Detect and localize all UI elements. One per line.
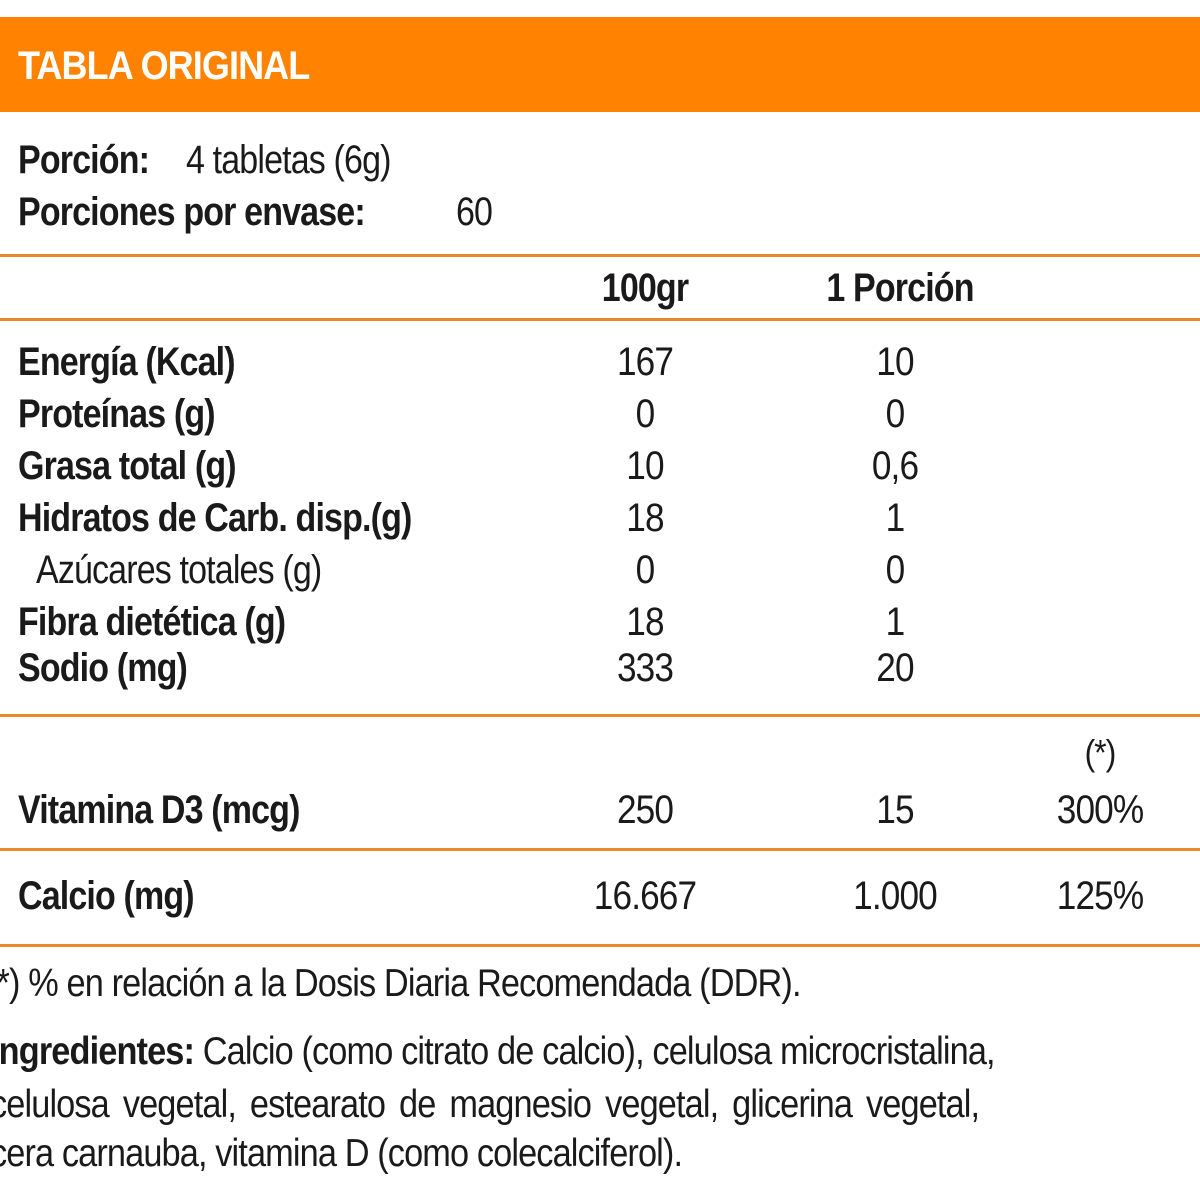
nutrient-value-portion: 1 xyxy=(885,496,906,540)
footnote: (*) % en relación a la Dosis Diaria Reco… xyxy=(0,962,802,1005)
micronutrient-ddr: 300% xyxy=(1056,788,1144,832)
per-container-value: 60 xyxy=(456,190,493,234)
ingredients-line-1: Ingredientes: Calcio (como citrato de ca… xyxy=(0,1030,996,1074)
nutrient-label: Energía (Kcal) xyxy=(18,340,236,384)
nutrient-label-sub: Azúcares totales (g) xyxy=(36,548,322,592)
nutrient-value-portion: 0,6 xyxy=(871,444,919,488)
micronutrient-value-100g: 250 xyxy=(616,788,674,832)
nutrient-value-100g: 333 xyxy=(616,646,674,690)
micronutrient-value-portion: 1.000 xyxy=(853,874,938,918)
portion-value: 4 tabletas (6g) xyxy=(186,138,391,182)
nutrient-value-100g: 10 xyxy=(626,444,664,488)
nutrient-value-100g: 18 xyxy=(626,496,664,540)
divider xyxy=(0,848,1200,851)
nutrient-value-portion: 0 xyxy=(885,392,906,436)
nutrient-label: Fibra dietética (g) xyxy=(18,600,286,644)
micronutrient-label: Calcio (mg) xyxy=(18,874,195,918)
page-title: TABLA ORIGINAL xyxy=(18,44,310,88)
ingredients-text: Calcio (como citrato de calcio), celulos… xyxy=(202,1030,996,1073)
divider xyxy=(0,714,1200,717)
portion-label: Porción: xyxy=(18,138,150,182)
nutrient-value-portion: 20 xyxy=(876,646,914,690)
nutrient-value-100g: 167 xyxy=(616,340,674,384)
ingredients-line-2: celulosa vegetal, estearato de magnesio … xyxy=(0,1083,980,1126)
nutrient-value-100g: 18 xyxy=(626,600,664,644)
micronutrient-label: Vitamina D3 (mcg) xyxy=(18,788,300,832)
column-header-100g: 100gr xyxy=(601,266,689,310)
ddr-marker: (*) xyxy=(1084,732,1117,773)
nutrient-value-portion: 0 xyxy=(885,548,906,592)
divider xyxy=(0,318,1200,321)
nutrient-value-portion: 1 xyxy=(885,600,906,644)
nutrient-value-100g: 0 xyxy=(635,392,656,436)
nutrient-label: Grasa total (g) xyxy=(18,444,237,488)
divider xyxy=(0,254,1200,257)
nutrient-value-portion: 10 xyxy=(876,340,914,384)
ingredients-label: Ingredientes: xyxy=(0,1030,195,1073)
micronutrient-ddr: 125% xyxy=(1056,874,1144,918)
nutrient-label: Proteínas (g) xyxy=(18,392,216,436)
nutrient-value-100g: 0 xyxy=(635,548,656,592)
column-header-portion: 1 Porción xyxy=(826,266,974,310)
header-bar xyxy=(0,17,1200,112)
ingredients-line-3: cera carnauba, vitamina D (como colecalc… xyxy=(0,1132,683,1175)
micronutrient-value-portion: 15 xyxy=(876,788,914,832)
nutrient-label: Hidratos de Carb. disp.(g) xyxy=(18,496,412,540)
divider xyxy=(0,944,1200,947)
nutrient-label: Sodio (mg) xyxy=(18,646,188,690)
micronutrient-value-100g: 16.667 xyxy=(593,874,697,918)
per-container-label: Porciones por envase: xyxy=(18,190,366,234)
